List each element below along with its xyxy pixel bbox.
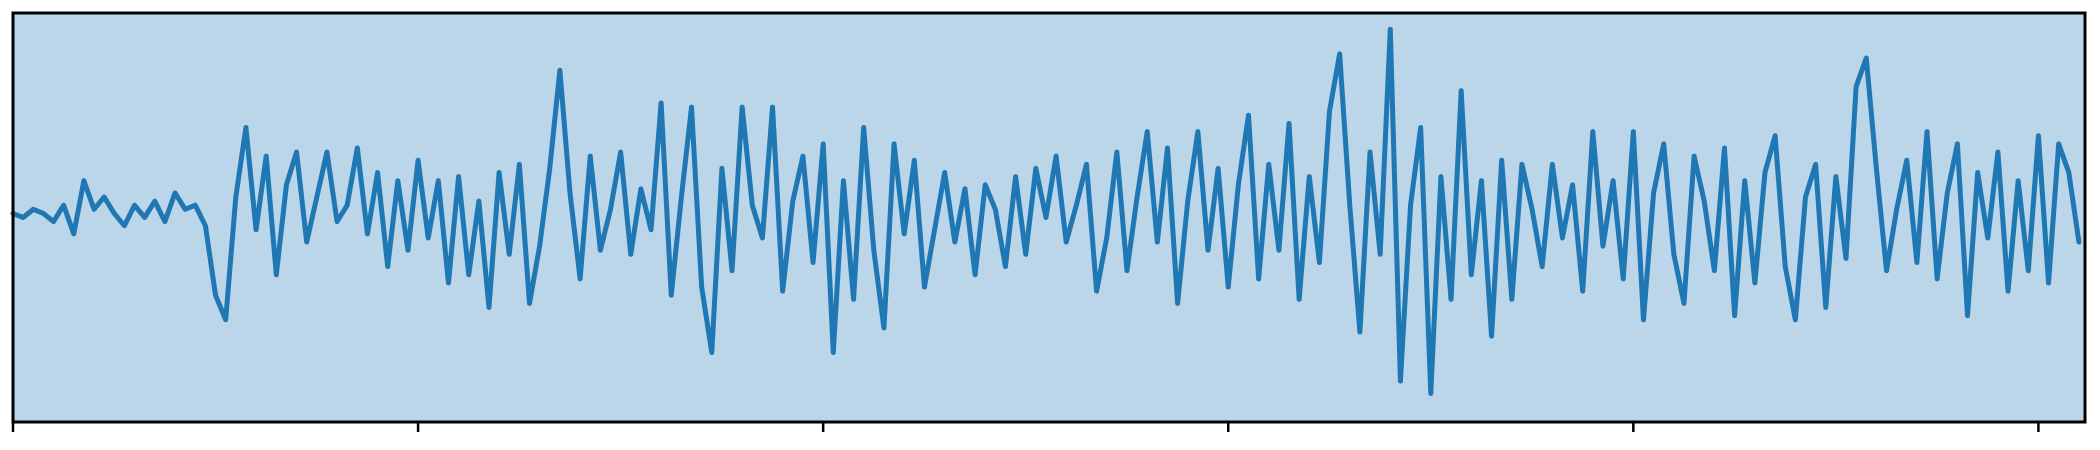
plot-area	[10, 26, 2082, 396]
plot-frame	[11, 11, 2087, 424]
plot-background	[13, 13, 2085, 422]
line-series	[10, 26, 2082, 396]
